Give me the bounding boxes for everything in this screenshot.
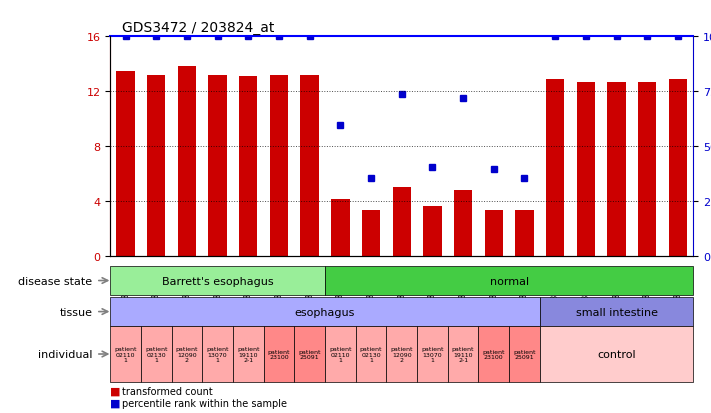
Text: patient
19110
2-1: patient 19110 2-1 [451,346,474,363]
Text: patient
02110
1: patient 02110 1 [114,346,137,363]
Bar [178,67,196,256]
Text: patient
02110
1: patient 02110 1 [329,346,352,363]
Text: patient
19110
2-1: patient 19110 2-1 [237,346,260,363]
Text: patient
02130
1: patient 02130 1 [360,346,383,363]
Text: disease state: disease state [18,276,92,286]
Text: ■: ■ [110,398,121,408]
Text: esophagus: esophagus [295,307,356,317]
Bar [515,211,534,256]
Text: patient
12090
2: patient 12090 2 [390,346,413,363]
Text: Barrett's esophagus: Barrett's esophagus [162,276,274,286]
Bar [117,71,135,256]
Text: individual: individual [38,349,92,359]
Text: normal: normal [490,276,529,286]
Text: patient
23100: patient 23100 [268,349,290,360]
Bar [638,82,656,256]
Text: patient
13070
1: patient 13070 1 [421,346,444,363]
Bar [668,80,687,256]
Text: control: control [597,349,636,359]
Text: tissue: tissue [60,307,92,317]
Bar [239,77,257,256]
Bar [392,188,411,256]
Text: transformed count: transformed count [122,386,213,396]
Bar [208,76,227,256]
Text: small intestine: small intestine [575,307,658,317]
Bar [577,82,595,256]
Text: patient
25091: patient 25091 [299,349,321,360]
Text: patient
13070
1: patient 13070 1 [206,346,229,363]
Bar [147,76,166,256]
Bar [546,80,565,256]
Text: patient
25091: patient 25091 [513,349,535,360]
Bar [269,76,288,256]
Text: ■: ■ [110,386,121,396]
Text: patient
02130
1: patient 02130 1 [145,346,168,363]
Text: percentile rank within the sample: percentile rank within the sample [122,398,287,408]
Bar [607,82,626,256]
Bar [301,76,319,256]
Bar [362,211,380,256]
Text: patient
12090
2: patient 12090 2 [176,346,198,363]
Text: patient
23100: patient 23100 [483,349,505,360]
Bar [485,211,503,256]
Bar [331,200,350,256]
Text: GDS3472 / 203824_at: GDS3472 / 203824_at [122,21,274,35]
Bar [454,190,472,256]
Bar [423,207,442,256]
